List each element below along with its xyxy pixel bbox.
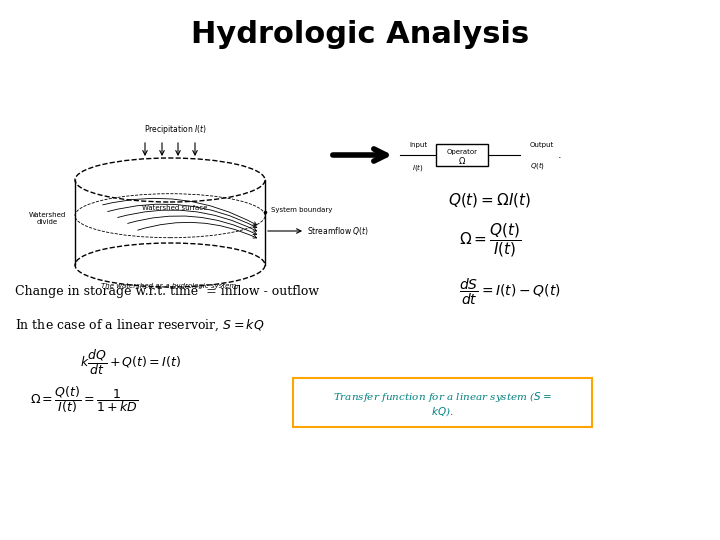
Text: $\Omega$: $\Omega$: [458, 154, 466, 165]
Text: Streamflow $Q(t)$: Streamflow $Q(t)$: [307, 225, 369, 237]
Text: Change in storage w.r.t. time  = inflow - outflow: Change in storage w.r.t. time = inflow -…: [15, 286, 319, 299]
Text: Output: Output: [530, 142, 554, 148]
Text: $\dfrac{dS}{dt} = I(t) - Q(t)$: $\dfrac{dS}{dt} = I(t) - Q(t)$: [459, 277, 561, 307]
Text: .: .: [558, 150, 562, 160]
Text: $k\dfrac{dQ}{dt} + Q(t) = I(t)$: $k\dfrac{dQ}{dt} + Q(t) = I(t)$: [80, 347, 181, 377]
Text: The watershed as a hydrologic system.: The watershed as a hydrologic system.: [102, 283, 239, 289]
Text: Operator: Operator: [446, 149, 477, 155]
Text: Precipitation $I(t)$: Precipitation $I(t)$: [143, 123, 207, 136]
Text: Transfer function for a linear system ($S =$: Transfer function for a linear system ($…: [333, 389, 552, 403]
Text: $\Omega = \dfrac{Q(t)}{I(t)}$: $\Omega = \dfrac{Q(t)}{I(t)}$: [459, 221, 521, 259]
Text: System boundary: System boundary: [271, 207, 333, 213]
Text: Watershed surface: Watershed surface: [143, 205, 207, 211]
Text: Hydrologic Analysis: Hydrologic Analysis: [191, 20, 529, 49]
Text: $\Omega = \dfrac{Q(t)}{I(t)} = \dfrac{1}{1 + kD}$: $\Omega = \dfrac{Q(t)}{I(t)} = \dfrac{1}…: [30, 384, 138, 415]
Text: Watershed
divide: Watershed divide: [28, 212, 66, 225]
Text: $kQ$).: $kQ$).: [431, 405, 454, 418]
Text: $Q(t) = \Omega I(t)$: $Q(t) = \Omega I(t)$: [449, 191, 531, 209]
Text: In the case of a linear reservoir, $S = kQ$: In the case of a linear reservoir, $S = …: [15, 318, 264, 333]
Text: $Q(t)$: $Q(t)$: [530, 160, 545, 171]
Text: $I(t)$: $I(t)$: [412, 162, 424, 173]
Text: Input: Input: [409, 142, 427, 148]
